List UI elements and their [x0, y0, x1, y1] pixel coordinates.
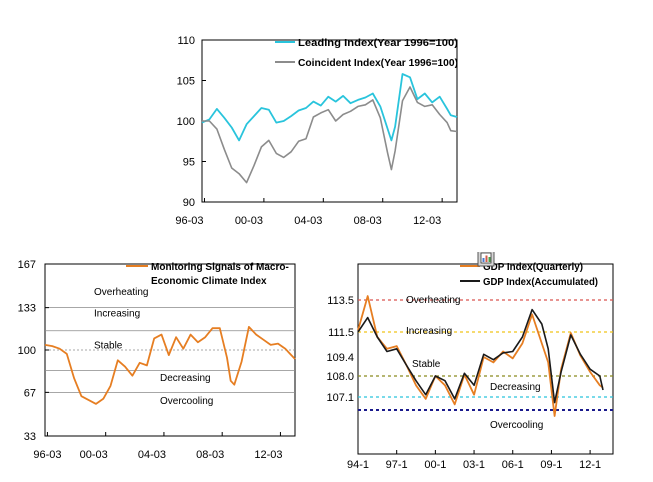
x-tick-label: 04-03 — [138, 449, 166, 461]
y-tick-label: 105 — [177, 76, 195, 88]
x-tick-label: 06-1 — [502, 459, 524, 471]
zone-label: Decreasing — [160, 373, 211, 384]
y-tick-label: 167 — [18, 259, 36, 271]
x-tick-label: 94-1 — [347, 459, 369, 471]
y-tick-label: 90 — [183, 197, 195, 209]
x-tick-label: 08-03 — [196, 449, 224, 461]
bl-series-0 — [44, 326, 296, 405]
x-tick-label: 04-03 — [294, 215, 322, 227]
zone-label: Stable — [94, 341, 123, 352]
zone-label: Overheating — [94, 287, 148, 298]
y-tick-label: 100 — [18, 345, 36, 357]
br-series-1 — [357, 308, 604, 404]
y-tick-label: 113.5 — [327, 295, 354, 307]
x-tick-label: 09-1 — [540, 459, 562, 471]
legend-label: GDP Index(Quarterly) — [483, 262, 583, 273]
top-series-0 — [201, 73, 458, 142]
legend-label: Leading Index(Year 1996=100) — [298, 38, 458, 49]
zone-label: Increasing — [94, 309, 140, 320]
zone-label: Stable — [412, 359, 441, 370]
y-tick-label: 95 — [183, 157, 195, 169]
x-tick-label: 03-1 — [463, 459, 485, 471]
y-tick-label: 67 — [24, 387, 36, 399]
top-series-1 — [202, 86, 458, 184]
gdp-index-chart: Overheating Increasing Stable Decreasing Ove… — [326, 252, 614, 471]
zone-label: Increasing — [406, 326, 452, 337]
legend-label: Coincident Index(Year 1996=100) — [298, 58, 458, 69]
zone-label: Overcooling — [160, 396, 213, 407]
x-tick-label: 97-1 — [386, 459, 408, 471]
x-tick-label: 96-03 — [175, 215, 203, 227]
y-tick-label: 133 — [18, 303, 36, 315]
zone-label: Decreasing — [490, 382, 541, 393]
x-tick-label: 00-03 — [235, 215, 263, 227]
x-tick-label: 12-03 — [254, 449, 282, 461]
y-tick-label: 100 — [177, 116, 195, 128]
zone-label: Overheating — [406, 295, 460, 306]
x-tick-label: 96-03 — [33, 449, 61, 461]
y-tick-label: 110 — [177, 35, 195, 47]
plot-area — [201, 39, 458, 203]
y-tick-label: 111.5 — [328, 327, 354, 339]
x-tick-label: 00-1 — [424, 459, 446, 471]
x-tick-label: 00-03 — [80, 449, 108, 461]
y-tick-label: 109.4 — [326, 352, 354, 364]
y-tick-label: 108.0 — [326, 371, 354, 383]
legend-label: Monitoring Signals of Macro- — [151, 262, 289, 273]
x-tick-label: 08-03 — [354, 215, 382, 227]
zone-label: Overcooling — [490, 420, 543, 431]
legend-label: GDP Index(Accumulated) — [483, 277, 598, 288]
legend-label: Economic Climate Index — [151, 276, 267, 287]
y-tick-label: 107.1 — [326, 392, 354, 404]
x-tick-label: 12-1 — [579, 459, 601, 471]
y-tick-label: 33 — [24, 431, 36, 443]
chart-icon[interactable] — [477, 252, 495, 267]
x-tick-label: 12-03 — [413, 215, 441, 227]
macro-climate-signal-chart: Overheating Increasing Stable Decreasing Ove… — [18, 259, 296, 461]
